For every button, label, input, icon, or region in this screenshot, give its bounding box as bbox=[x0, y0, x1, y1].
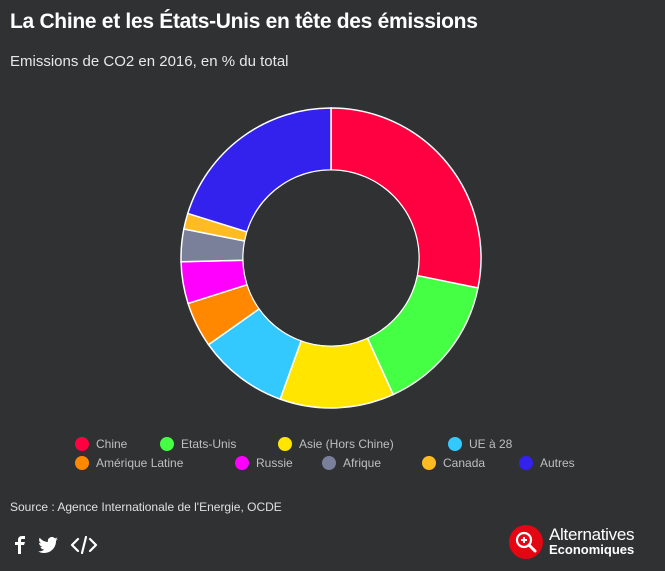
legend-swatch bbox=[75, 456, 89, 470]
legend-label: Canada bbox=[443, 456, 486, 470]
logo-line-1: Alternatives bbox=[549, 525, 635, 544]
legend-item[interactable]: Chine bbox=[75, 436, 160, 452]
legend-swatch bbox=[75, 437, 89, 451]
legend-item[interactable]: UE à 28 bbox=[448, 436, 563, 452]
chart-title: La Chine et les États-Unis en tête des é… bbox=[10, 10, 478, 33]
legend-item[interactable]: Autres bbox=[519, 455, 599, 471]
chart-subtitle: Emissions de CO2 en 2016, en % du total bbox=[10, 53, 289, 70]
embed-code-icon[interactable] bbox=[70, 535, 98, 559]
source-note: Source : Agence Internationale de l'Ener… bbox=[10, 500, 282, 514]
legend-row-2: Amérique Latine Russie Afrique Canada Autres bbox=[75, 455, 635, 471]
legend: Chine Etats-Unis Asie (Hors Chine) UE à 28 bbox=[75, 436, 635, 452]
legend-swatch bbox=[322, 456, 336, 470]
donut-slice-chine[interactable] bbox=[330, 107, 482, 289]
legend-label: Etats-Unis bbox=[181, 437, 237, 451]
legend-label: Amérique Latine bbox=[96, 456, 184, 470]
legend-swatch bbox=[278, 437, 292, 451]
legend-swatch bbox=[422, 456, 436, 470]
legend-label: Russie bbox=[256, 456, 293, 470]
legend-swatch bbox=[235, 456, 249, 470]
legend-swatch bbox=[448, 437, 462, 451]
donut-chart bbox=[180, 107, 482, 409]
share-bar bbox=[14, 535, 98, 559]
legend-swatch bbox=[519, 456, 533, 470]
legend-item[interactable]: Asie (Hors Chine) bbox=[278, 436, 448, 452]
facebook-icon[interactable] bbox=[14, 536, 26, 559]
donut-hole bbox=[243, 170, 419, 346]
legend-label: Afrique bbox=[343, 456, 382, 470]
legend-item[interactable]: Canada bbox=[422, 455, 519, 471]
legend-label: Autres bbox=[540, 456, 575, 470]
legend-swatch bbox=[160, 437, 174, 451]
legend-label: Chine bbox=[96, 437, 128, 451]
legend-label: Asie (Hors Chine) bbox=[299, 437, 394, 451]
legend-label: UE à 28 bbox=[469, 437, 513, 451]
legend-item[interactable]: Russie bbox=[235, 455, 322, 471]
twitter-icon[interactable] bbox=[38, 537, 58, 558]
donut-slice-autres[interactable] bbox=[186, 107, 332, 233]
zoom-plus-icon bbox=[509, 525, 543, 559]
brand-logo[interactable]: Alternatives Economiques bbox=[509, 525, 635, 559]
legend-item[interactable]: Amérique Latine bbox=[75, 455, 235, 471]
logo-line-2: Economiques bbox=[549, 542, 635, 557]
legend-item[interactable]: Etats-Unis bbox=[160, 436, 278, 452]
legend-item[interactable]: Afrique bbox=[322, 455, 422, 471]
